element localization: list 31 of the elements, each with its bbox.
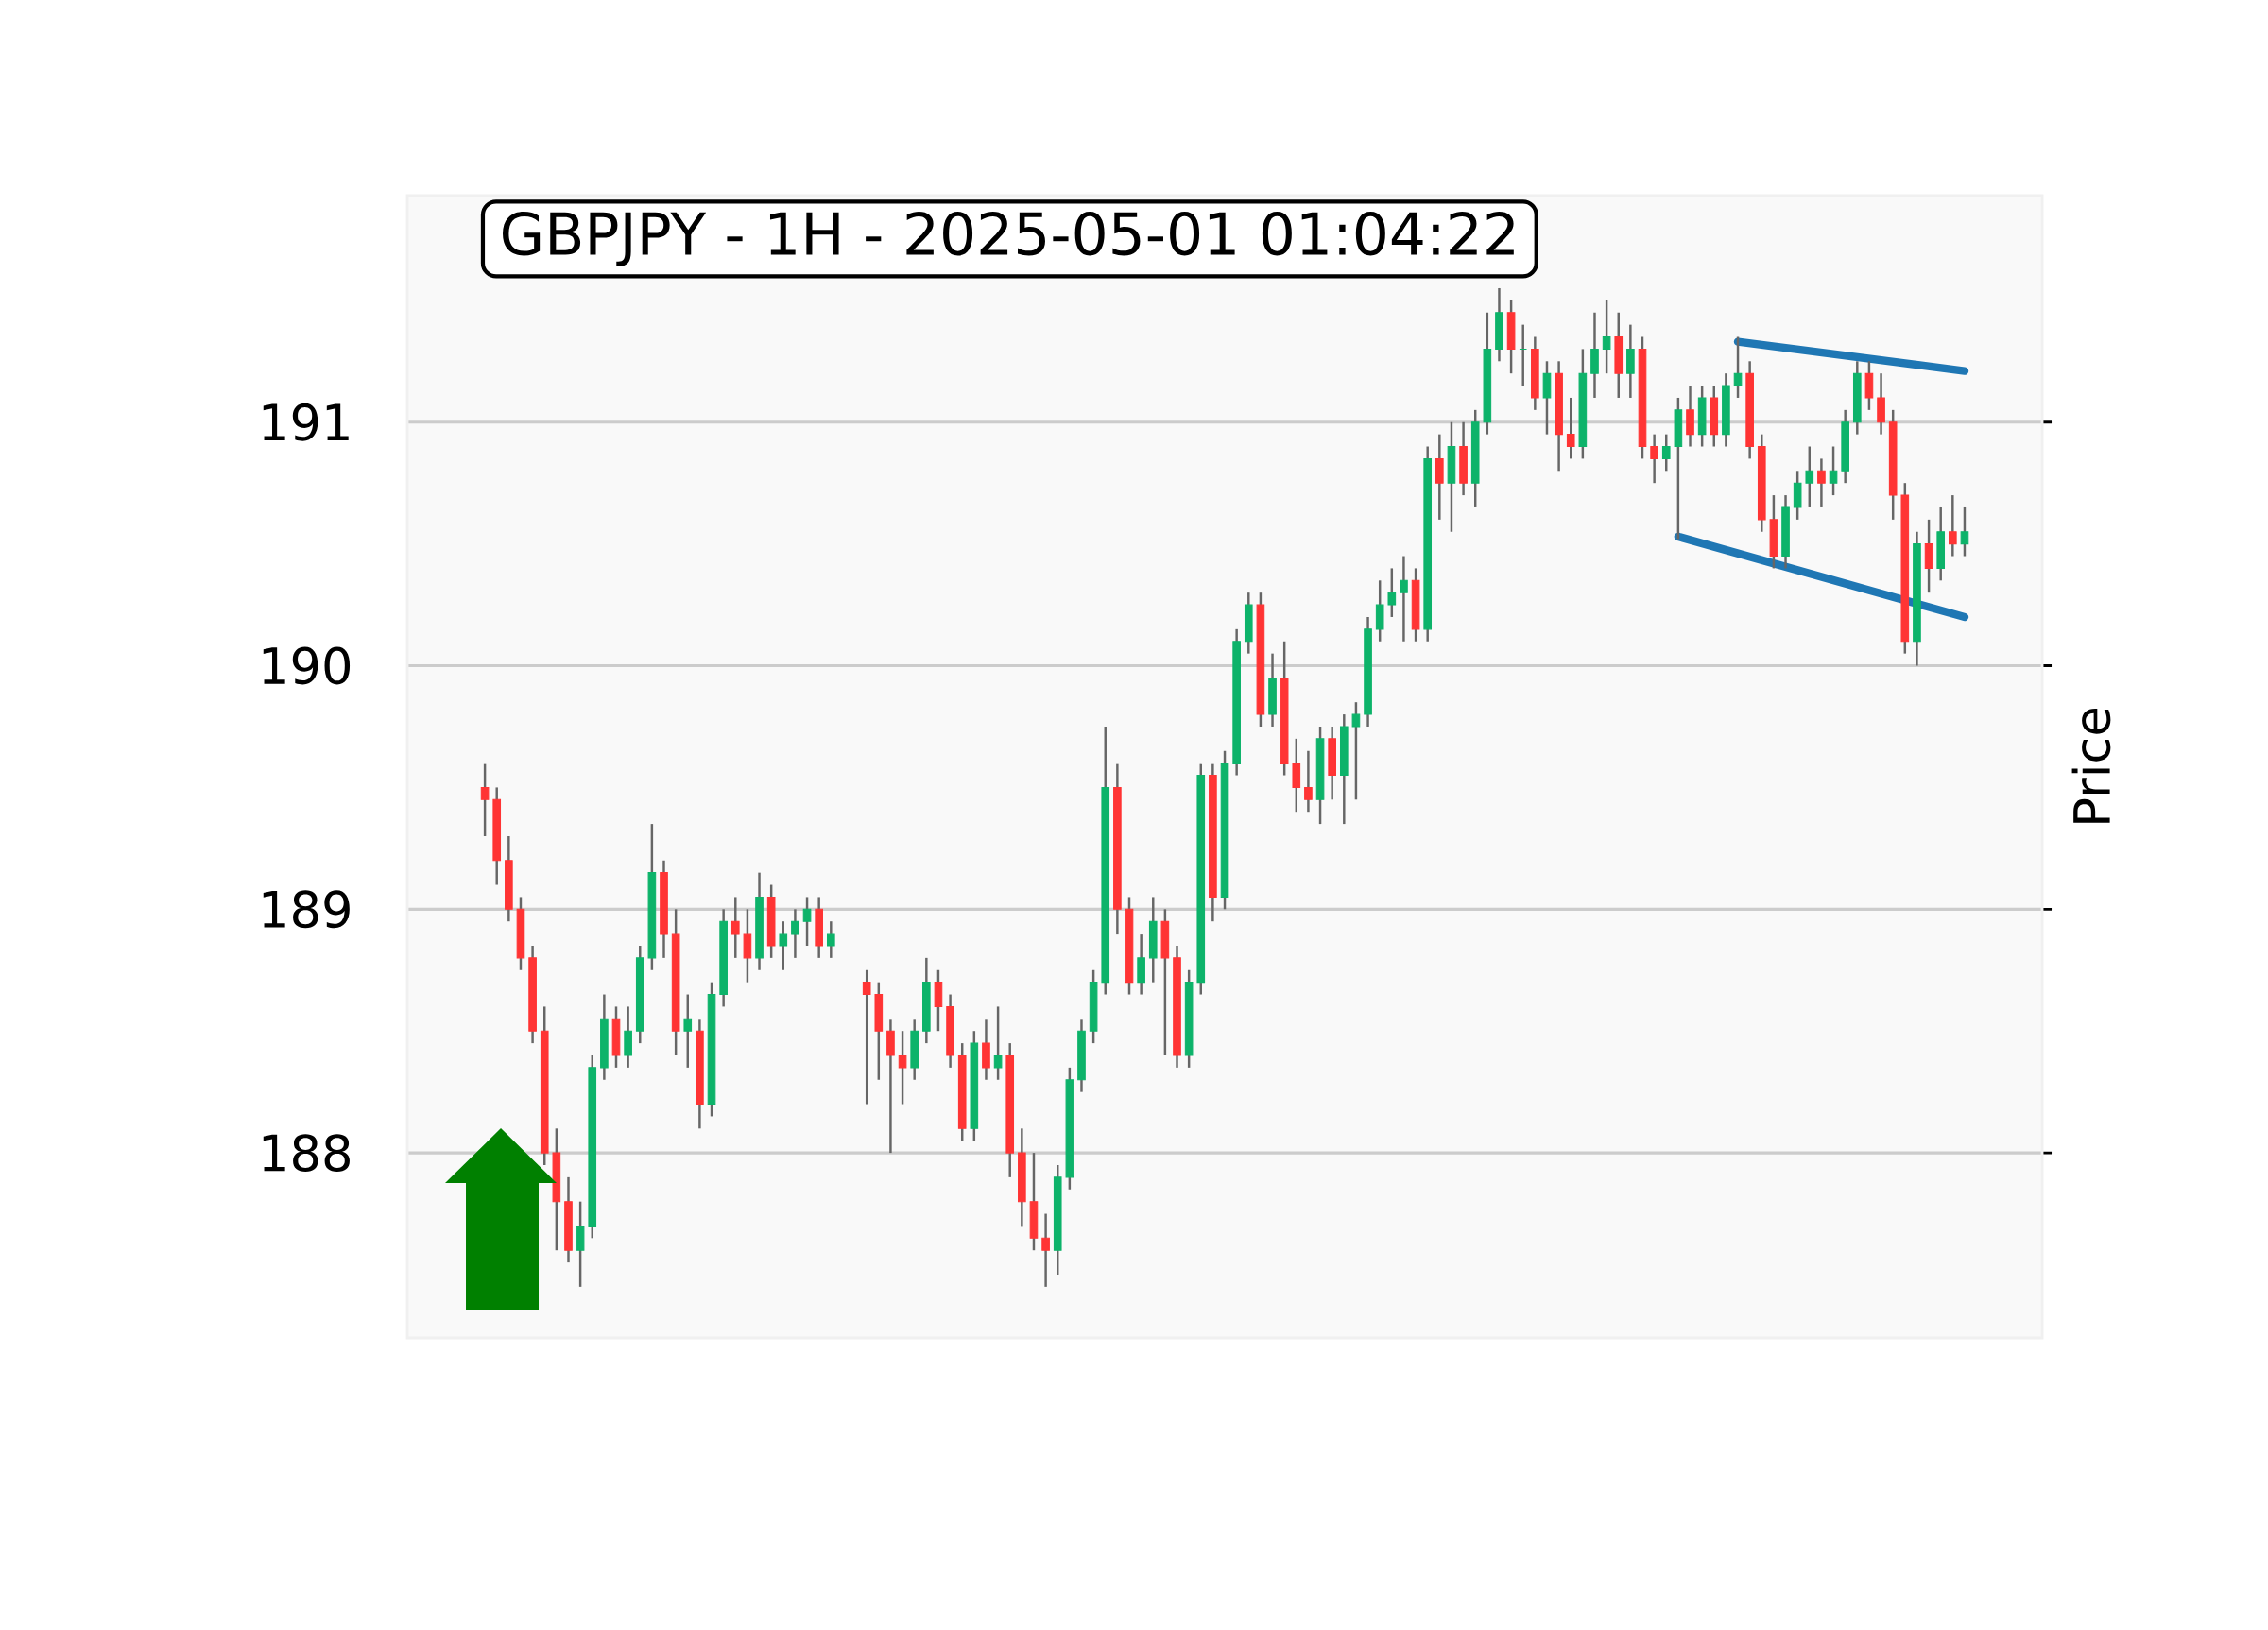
chart-title: GBPJPY - 1H - 2025-05-01 01:04:22: [503, 211, 1514, 266]
candlestick: [898, 1029, 907, 1106]
candlestick: [791, 908, 799, 960]
candlestick: [1400, 555, 1408, 643]
y-tick-label: 190: [263, 646, 351, 685]
candlestick: [1351, 700, 1361, 801]
candlestick: [1949, 493, 1957, 558]
candlestick: [1960, 506, 1969, 558]
candlestick: [1661, 433, 1671, 472]
candlestick: [779, 919, 788, 971]
candlestick: [1387, 567, 1397, 619]
candlestick: [993, 1005, 1003, 1081]
y-tick-label: 191: [263, 403, 349, 441]
y-tick-label: 188: [263, 1134, 350, 1173]
candlestick: [1817, 457, 1826, 509]
candlestick: [1566, 396, 1575, 460]
y-tick-label: 189: [263, 890, 350, 929]
y-axis-title: Price: [2071, 709, 2111, 823]
candlestick: [1829, 445, 1838, 497]
candlestick: [802, 896, 812, 948]
candlestick: [1650, 433, 1658, 485]
candlestick: [1304, 749, 1313, 814]
candlestick: [1041, 1212, 1050, 1289]
candlestick: [1602, 299, 1611, 375]
candlestick: [1733, 335, 1743, 400]
candlestick: [730, 896, 740, 960]
candlestick: [862, 969, 871, 1106]
candlestick: [480, 762, 490, 838]
candlestick: [1805, 445, 1814, 509]
candlestick: [683, 993, 693, 1070]
candlestick: [826, 919, 835, 960]
